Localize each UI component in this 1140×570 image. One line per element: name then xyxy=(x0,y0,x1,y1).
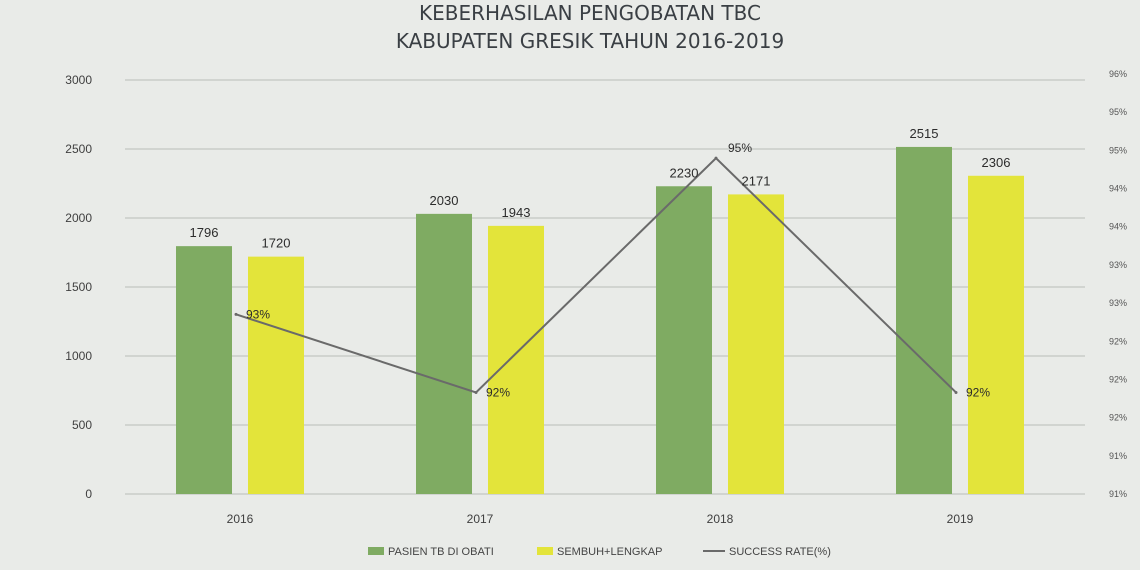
y2-tick-label: 94% xyxy=(1109,184,1127,194)
chart-title-line-2: KABUPATEN GRESIK TAHUN 2016-2019 xyxy=(396,29,784,53)
y2-tick-label: 92% xyxy=(1109,336,1127,346)
y2-tick-label: 95% xyxy=(1109,107,1127,117)
success-rate-label: 92% xyxy=(966,385,990,399)
legend-label: PASIEN TB DI OBATI xyxy=(388,546,494,558)
bar-pasien-2016 xyxy=(176,246,232,494)
x-tick-label: 2019 xyxy=(947,512,974,526)
y2-tick-label: 95% xyxy=(1109,145,1127,155)
y2-tick-label: 91% xyxy=(1109,451,1127,461)
bar-value-label: 2515 xyxy=(910,126,939,141)
y-tick-label: 3000 xyxy=(65,73,92,87)
y2-tick-label: 91% xyxy=(1109,489,1127,499)
bar-sembuh-2019 xyxy=(968,175,1024,494)
bar-pasien-2018 xyxy=(656,186,712,494)
success-rate-line xyxy=(235,156,957,394)
success-rate-label: 95% xyxy=(728,141,752,155)
y2-tick-label: 93% xyxy=(1109,298,1127,308)
bar-sembuh-2017 xyxy=(488,225,544,494)
bar-value-label: 2030 xyxy=(430,193,459,208)
legend-label: SUCCESS RATE(%) xyxy=(729,546,831,558)
y2-tick-label: 94% xyxy=(1109,222,1127,232)
bar-value-label: 2306 xyxy=(982,155,1011,170)
success-rate-point xyxy=(474,390,478,394)
success-rate-label: 93% xyxy=(246,307,270,321)
y2-tick-label: 92% xyxy=(1109,413,1127,423)
x-tick-label: 2017 xyxy=(467,512,494,526)
bar-sembuh-2018 xyxy=(728,194,784,495)
bar-sembuh-2016 xyxy=(248,256,304,494)
bar-value-label: 2171 xyxy=(742,173,771,188)
y2-tick-label: 96% xyxy=(1109,69,1127,79)
y-tick-label: 500 xyxy=(72,418,92,432)
bar-pasien-2017 xyxy=(416,213,472,495)
bar-value-label: 1720 xyxy=(262,236,291,251)
y-tick-label: 1000 xyxy=(65,349,92,363)
y-tick-label: 2000 xyxy=(65,211,92,225)
chart-title-line-1: KEBERHASILAN PENGOBATAN TBC xyxy=(419,1,761,25)
y2-tick-label: 92% xyxy=(1109,374,1127,384)
bar-value-label: 2230 xyxy=(670,165,699,180)
success-rate-point xyxy=(714,156,718,160)
y-tick-label: 0 xyxy=(85,487,92,501)
legend-label: SEMBUH+LENGKAP xyxy=(557,546,662,558)
success-rate-point xyxy=(234,312,238,316)
x-tick-label: 2016 xyxy=(227,512,254,526)
success-rate-label: 92% xyxy=(486,385,510,399)
bar-value-label: 1796 xyxy=(190,225,219,240)
y-tick-label: 2500 xyxy=(65,142,92,156)
bar-value-label: 1943 xyxy=(502,205,531,220)
legend-swatch xyxy=(537,547,553,555)
bar-pasien-2019 xyxy=(896,146,952,494)
y-tick-label: 1500 xyxy=(65,280,92,294)
y2-tick-label: 93% xyxy=(1109,260,1127,270)
success-rate-point xyxy=(954,390,958,394)
x-tick-label: 2018 xyxy=(707,512,734,526)
legend-swatch xyxy=(368,547,384,555)
